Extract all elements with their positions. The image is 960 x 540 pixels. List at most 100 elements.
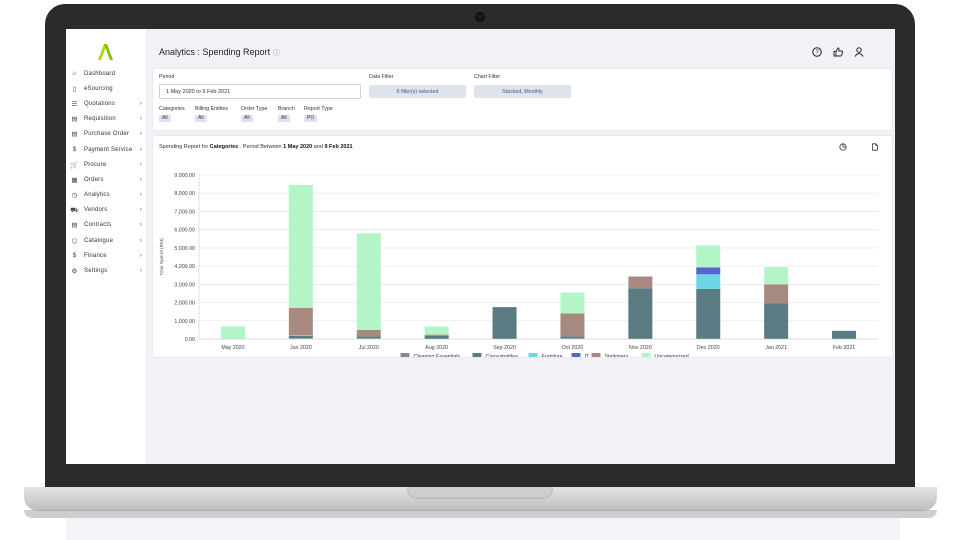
bar-segment-uncategorized[interactable] [288,185,313,309]
x-tick-label: Jul 2020 [359,345,379,351]
order-type-tag[interactable]: All [241,115,253,122]
svg-text:?: ? [815,50,819,56]
bar-segment-uncategorized[interactable] [220,326,245,339]
bar-segment-consumables[interactable] [356,336,381,339]
legend-swatch[interactable] [571,353,581,357]
sidebar-item-settings[interactable]: ⚙ Settings › [66,263,147,278]
sidebar-item-label: Contracts [84,222,112,229]
gear-icon: ⚙ [71,268,78,276]
chart-filter-label: Chart Filter [474,74,501,80]
bar-segment-it[interactable] [696,267,721,275]
branch-tag[interactable]: All [278,115,290,122]
legend-label[interactable]: Uncategorized [655,354,689,357]
legend-swatch[interactable] [641,353,651,357]
bar-segment-consumables[interactable] [832,330,857,339]
bar-segment-uncategorized[interactable] [696,245,721,268]
y-tick-label: 9,000.00 [174,173,195,179]
header-icons: ? [811,46,865,58]
x-tick-label: Aug 2020 [425,345,448,351]
sidebar-item-quotations[interactable]: ☰ Quotations › [66,96,147,111]
bar-segment-stationery[interactable] [764,284,789,304]
bar-segment-stationery[interactable] [356,329,381,337]
y-tick-label: 8,000.00 [174,191,195,197]
spending-chart: 0.00 1,000.00 2,000.00 3,000.00 4,000.00 5,00… [159,173,878,357]
legend-label[interactable]: Consumables [486,354,519,357]
legend-swatch[interactable] [591,353,601,357]
thumbs-up-icon[interactable] [832,46,844,58]
y-tick-label: 4,000.00 [174,264,195,270]
categories-label: Categories [159,106,185,112]
report-type-tag[interactable]: PO [304,115,318,122]
legend-label[interactable]: Furniture [542,354,563,357]
bar-segment-consumables[interactable] [764,303,789,339]
bar-segment-uncategorized[interactable] [560,292,585,314]
legend-label[interactable]: Cleaning Essentials [414,354,461,357]
sidebar-item-orders[interactable]: ▦ Orders › [66,172,147,187]
sidebar-item-label: Catalogue [84,237,114,244]
x-tick-label: Feb 2021 [833,345,855,351]
bar-segment-consumables[interactable] [628,288,653,339]
legend-label[interactable]: IT [585,354,590,357]
bar-segment-uncategorized[interactable] [356,233,381,330]
export-document-icon[interactable] [871,143,879,153]
sidebar-item-finance[interactable]: $ Finance › [66,248,147,263]
info-icon[interactable]: ⓘ [273,50,281,57]
help-icon[interactable]: ? [811,46,823,58]
sidebar-item-dashboard[interactable]: ⌂ Dashboard [66,66,147,81]
chevron-right-icon: › [139,207,142,214]
legend-swatch[interactable] [472,353,482,357]
legend-label[interactable]: Stationery [605,354,629,357]
x-tick-label: Jan 2021 [765,345,787,351]
bar-segment-cleaning-essentials[interactable] [288,338,313,339]
x-tick-label: May 2020 [221,345,244,351]
billing-entities-tag[interactable]: All [195,115,207,122]
sidebar-item-procure[interactable]: 🛒 Procure › [66,157,147,172]
bar-segment-furniture[interactable] [288,335,313,336]
bar-segment-cleaning-essentials[interactable] [560,338,585,339]
x-tick-label: Dec 2020 [697,345,720,351]
sidebar-item-contracts[interactable]: ▤ Contracts › [66,218,147,233]
home-icon: ⌂ [72,70,77,78]
background-strip [66,518,900,540]
bar-segment-uncategorized[interactable] [424,326,449,335]
bar-segment-stationery[interactable] [628,276,653,289]
sidebar: ⌂ Dashboard ▯ eSourcing ☰ Quotations › ▤ Requisi… [66,29,147,464]
period-input[interactable]: 1 May 2020 to 9 Feb 2021 [159,84,361,99]
chart-caption: Spending Report for Categories . Period … [159,144,353,150]
sidebar-item-purchase-order[interactable]: ▤ Purchase Order › [66,127,147,142]
y-tick-label: 3,000.00 [174,282,195,288]
data-filter-button[interactable]: 6 filter(s) selected [369,85,466,98]
sidebar-item-requisition[interactable]: ▤ Requisition › [66,112,147,127]
bar-segment-stationery[interactable] [288,308,313,336]
bar-segment-consumables[interactable] [560,336,585,339]
bar-segment-stationery[interactable] [560,313,585,337]
sidebar-item-catalogue[interactable]: ⬡ Catalogue › [66,233,147,248]
sidebar-item-vendors[interactable]: ⛟ Vendors › [66,203,147,218]
categories-tag[interactable]: All [159,115,171,122]
bar-segment-furniture[interactable] [696,274,721,289]
chevron-right-icon: › [139,131,142,138]
dollar-icon: $ [72,146,77,154]
caption-mid: . Period Between [238,144,284,150]
bar-segment-consumables[interactable] [696,288,721,339]
bar-segment-cleaning-essentials[interactable] [356,338,381,339]
period-label: Period [159,74,175,80]
pie-chart-icon[interactable] [839,143,847,153]
x-tick-label: Sep 2020 [493,345,516,351]
bar-segment-consumables[interactable] [492,307,517,339]
chart-panel: Spending Report for Categories . Period … [153,136,892,357]
bar-segment-uncategorized[interactable] [764,267,789,285]
sidebar-item-analytics[interactable]: ◷ Analytics › [66,188,147,203]
bar-segment-consumables[interactable] [424,335,449,339]
sidebar-item-esourcing[interactable]: ▯ eSourcing [66,81,147,96]
sidebar-item-payment-service[interactable]: $ Payment Service › [66,142,147,157]
chart-filter-button[interactable]: Stacked, Monthly [474,85,571,98]
legend-swatch[interactable] [528,353,538,357]
bar-segment-stationery[interactable] [424,334,449,336]
user-icon[interactable] [853,46,865,58]
bar-segment-consumables[interactable] [288,335,313,339]
chevron-right-icon: › [139,161,142,168]
legend-swatch[interactable] [400,353,410,357]
chevron-right-icon: › [139,176,142,183]
clipboard-icon: ▯ [72,85,77,93]
